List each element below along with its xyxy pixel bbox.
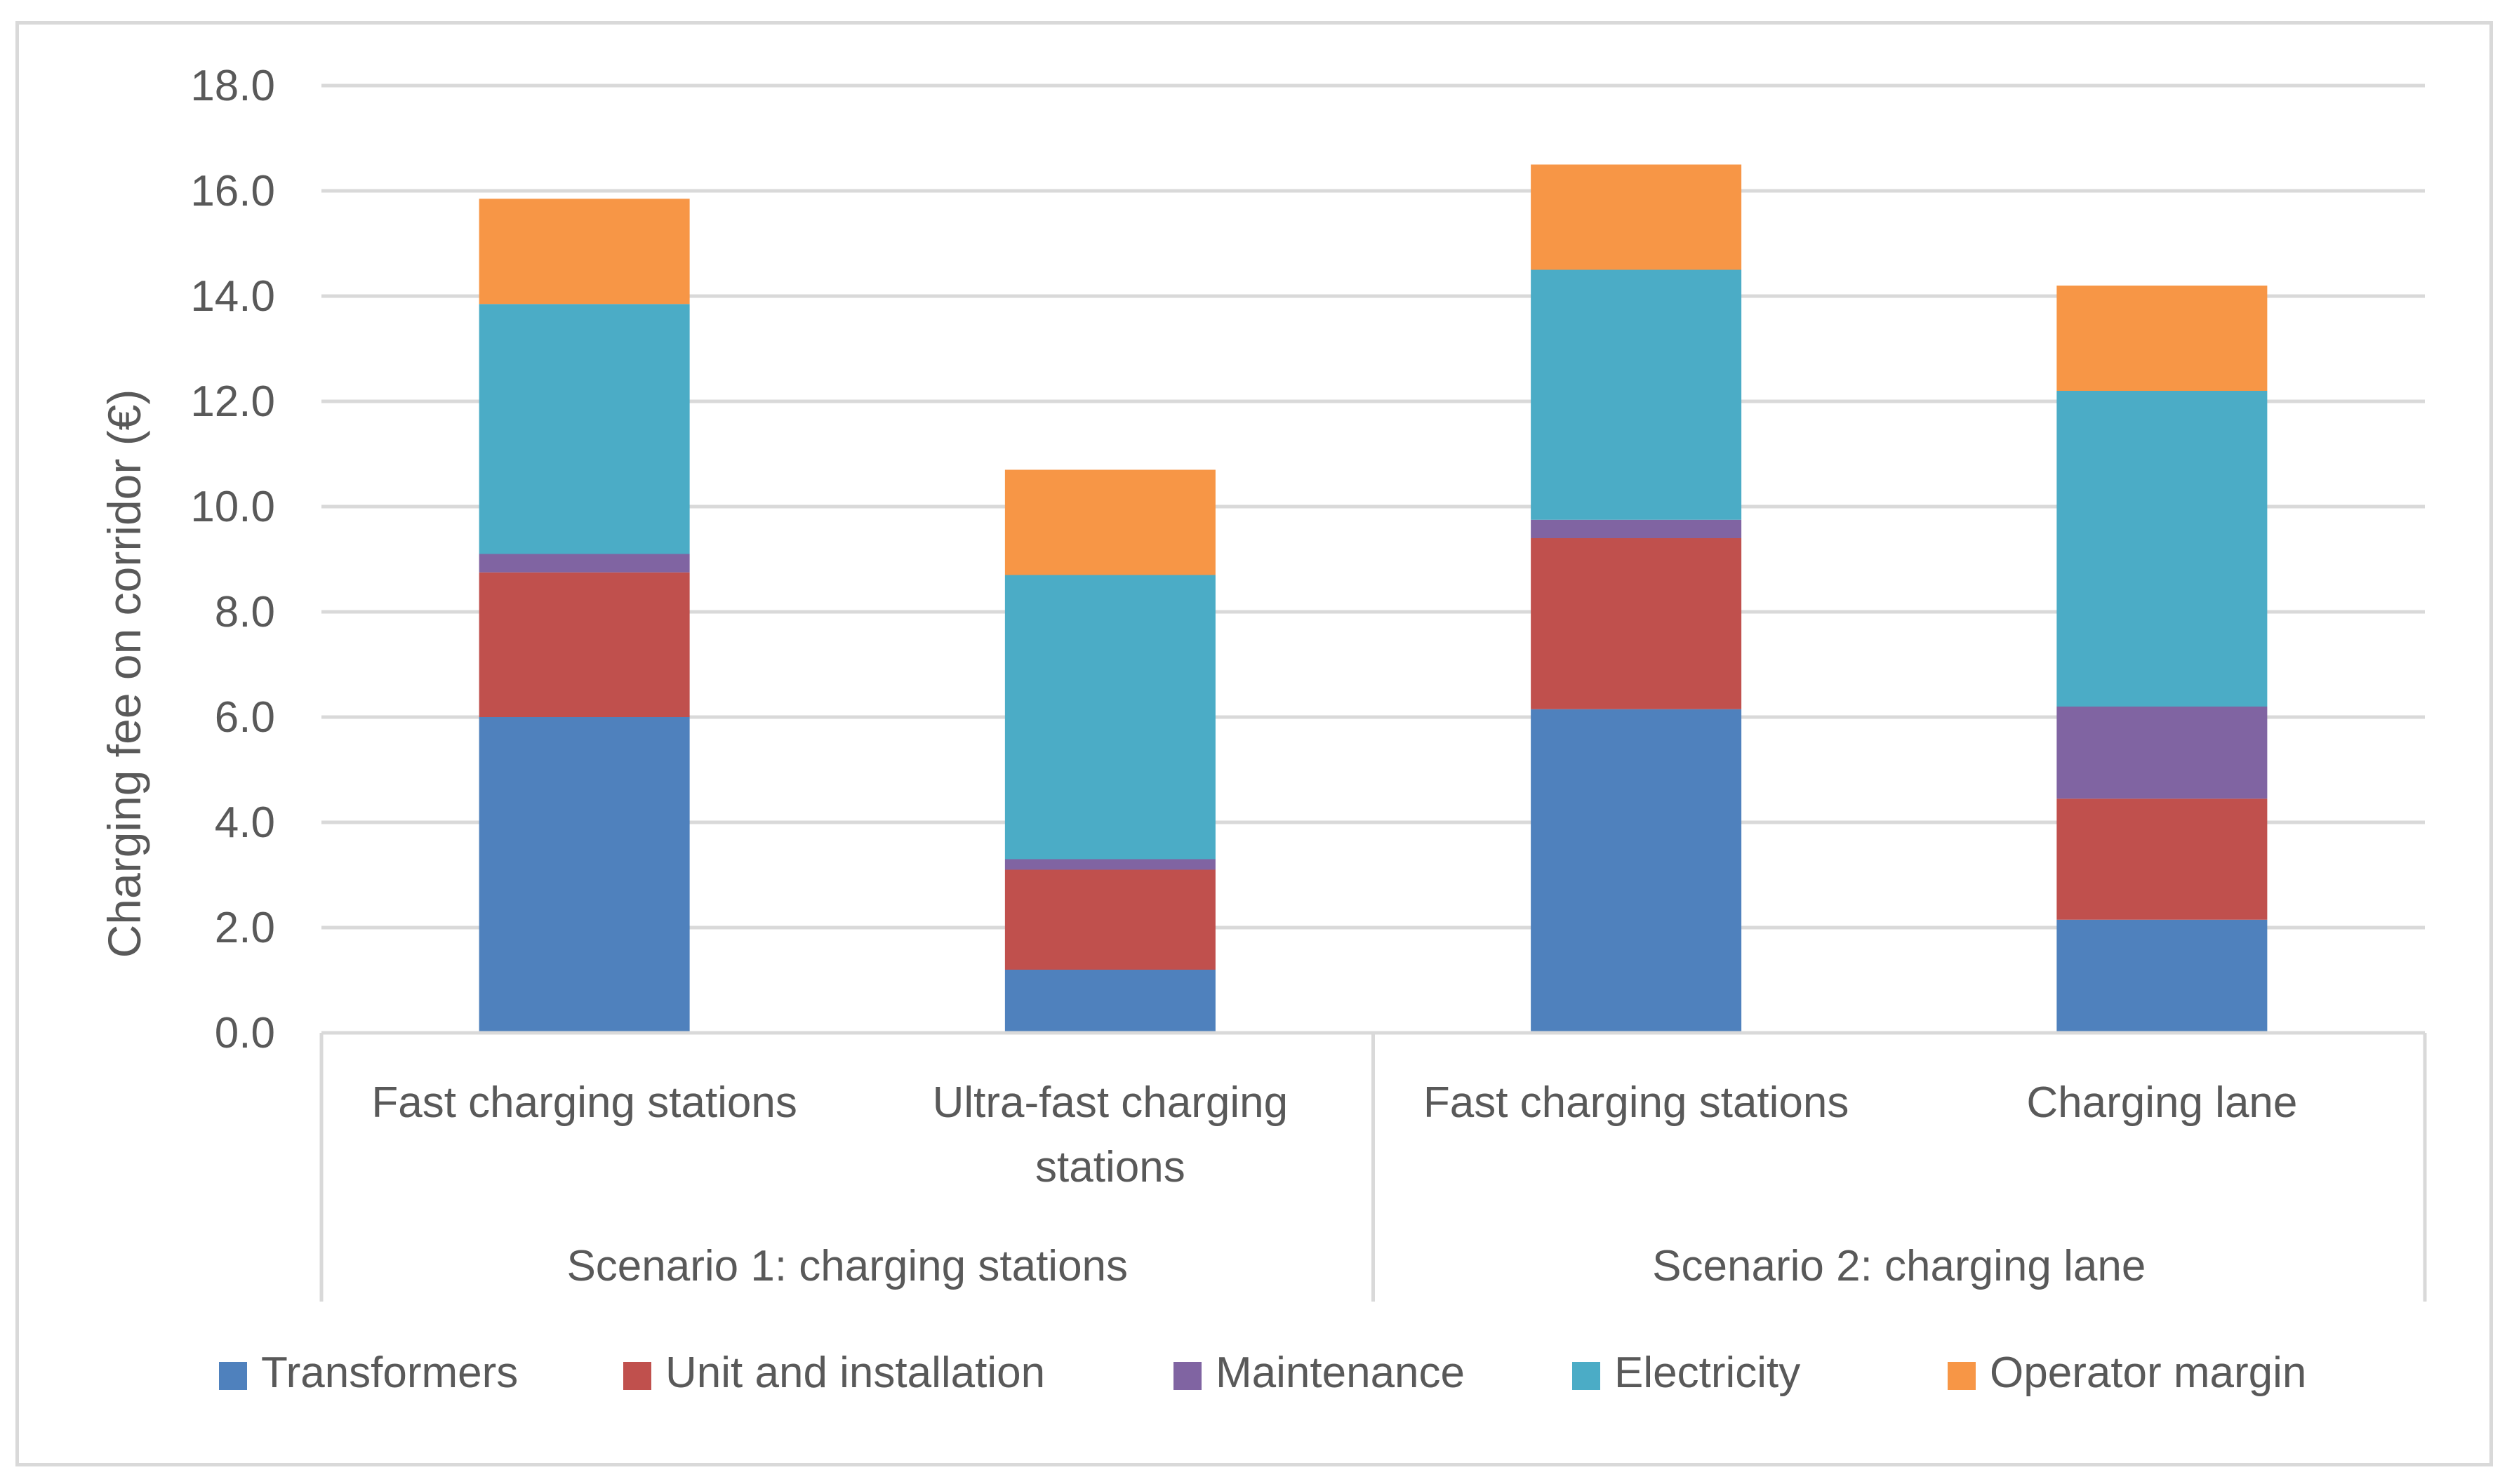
category-label: Fast charging stations xyxy=(371,1078,797,1127)
bar-segment-electricity xyxy=(479,304,690,554)
bar-segment-maintenance xyxy=(1004,859,1216,870)
bars xyxy=(479,164,2268,1033)
bar-segment-unit-and-installation xyxy=(1004,869,1216,970)
bar-segment-operator-margin xyxy=(479,199,690,305)
y-tick-label: 12.0 xyxy=(190,377,275,426)
bar-segment-transformers xyxy=(1531,709,1742,1033)
bar-segment-operator-margin xyxy=(1531,164,1742,270)
bar-segment-operator-margin xyxy=(2056,286,2268,391)
bar-segment-transformers xyxy=(479,717,690,1033)
legend-swatch xyxy=(1173,1362,1202,1390)
group-label: Scenario 2: charging lane xyxy=(1652,1242,2146,1290)
y-tick-labels: 0.0 2.0 4.0 6.0 8.0 10.0 12.0 14.0 16.0 18.0 xyxy=(190,62,275,1057)
category-labels: Fast charging stations Ultra-fast chargin… xyxy=(371,1078,2297,1290)
legend-label: Maintenance xyxy=(1216,1349,1465,1397)
bar-segment-transformers xyxy=(1004,970,1216,1033)
bar-segment-unit-and-installation xyxy=(1531,538,1742,709)
legend-label: Unit and installation xyxy=(665,1349,1045,1397)
y-tick-label: 6.0 xyxy=(215,693,275,742)
y-tick-label: 16.0 xyxy=(190,167,275,215)
category-label: Fast charging stations xyxy=(1423,1078,1849,1127)
bar-segment-unit-and-installation xyxy=(2056,798,2268,920)
y-tick-label: 14.0 xyxy=(190,272,275,321)
category-label: Ultra-fast charging xyxy=(933,1078,1289,1127)
bar-segment-electricity xyxy=(1004,575,1216,860)
bar-segment-electricity xyxy=(1531,269,1742,520)
category-label: Charging lane xyxy=(2026,1078,2297,1127)
bar-segment-maintenance xyxy=(1531,519,1742,538)
legend-label: Operator margin xyxy=(1990,1349,2306,1397)
legend-swatch xyxy=(1572,1362,1600,1390)
bar-segment-operator-margin xyxy=(1004,469,1216,575)
y-tick-label: 8.0 xyxy=(215,588,275,636)
bar-segment-transformers xyxy=(2056,919,2268,1033)
y-axis-label: Charging fee on corridor (€) xyxy=(98,389,150,958)
y-tick-label: 2.0 xyxy=(215,904,275,952)
y-tick-label: 18.0 xyxy=(190,62,275,110)
y-tick-label: 10.0 xyxy=(190,483,275,531)
category-label: stations xyxy=(1035,1143,1185,1191)
legend-label: Electricity xyxy=(1614,1349,1800,1397)
legend: Transformers Unit and installation Mainten… xyxy=(219,1349,2306,1397)
bar-segment-maintenance xyxy=(479,554,690,573)
bar-segment-unit-and-installation xyxy=(479,572,690,717)
y-tick-label: 0.0 xyxy=(215,1009,275,1057)
legend-swatch xyxy=(219,1362,247,1390)
axes xyxy=(319,1031,2427,1302)
group-label: Scenario 1: charging stations xyxy=(566,1242,1128,1290)
legend-swatch xyxy=(1948,1362,1976,1390)
bar-segment-maintenance xyxy=(2056,707,2268,799)
y-tick-label: 4.0 xyxy=(215,798,275,847)
bar-segment-electricity xyxy=(2056,391,2268,707)
legend-swatch xyxy=(623,1362,651,1390)
legend-label: Transformers xyxy=(261,1349,518,1397)
